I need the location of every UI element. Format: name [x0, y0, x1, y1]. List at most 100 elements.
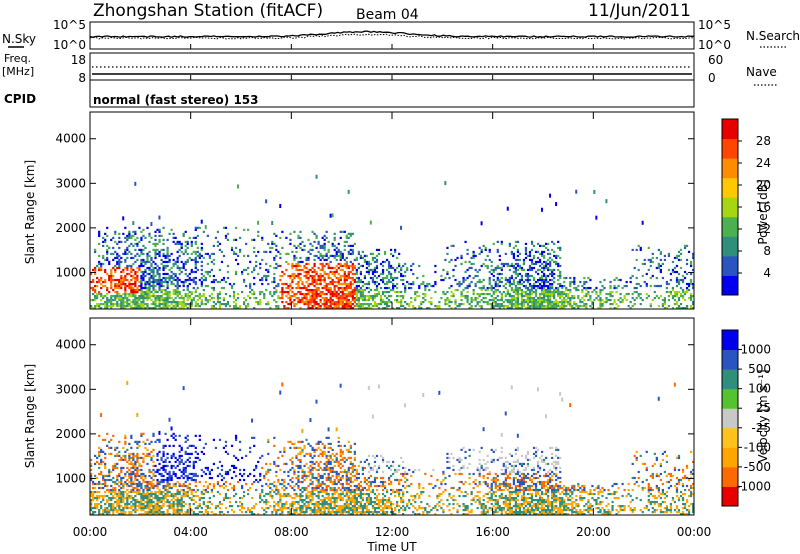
power-cell [152, 280, 155, 284]
power-cell [154, 302, 157, 306]
power-cell [236, 306, 240, 310]
power-cell [317, 306, 320, 310]
velocity-cell [176, 476, 179, 480]
power-cell [331, 242, 334, 246]
power-cell [563, 306, 566, 310]
velocity-cell [208, 496, 211, 500]
power-cell [138, 264, 141, 268]
power-cell [498, 284, 501, 288]
power-cell [303, 274, 306, 278]
power-cell [381, 290, 385, 294]
power-cell [104, 238, 107, 242]
power-cell [134, 288, 137, 292]
power-cell [94, 248, 97, 252]
velocity-cell [261, 484, 264, 488]
power-cell [361, 292, 364, 296]
power-cell [150, 256, 153, 260]
power-cell [573, 302, 576, 306]
power-cell [545, 290, 548, 294]
velocity-cell [174, 474, 177, 478]
power-cell [673, 290, 677, 294]
power-cell [297, 268, 300, 272]
power-cell [130, 292, 133, 296]
velocity-cell [114, 508, 117, 512]
power-cell [307, 256, 310, 260]
power-colorbar-tick-label: 8 [763, 244, 771, 258]
power-cell [329, 260, 332, 264]
power-cell [234, 258, 238, 262]
velocity-cell [180, 448, 183, 452]
power-cell [130, 286, 133, 290]
power-cell [236, 292, 240, 296]
velocity-cell [170, 474, 173, 478]
power-cell [291, 266, 294, 270]
velocity-cell [154, 508, 157, 512]
power-cell [142, 294, 145, 298]
velocity-cell [124, 504, 127, 508]
velocity-cell [249, 510, 252, 514]
power-cell [311, 244, 314, 248]
power-cell [518, 266, 522, 270]
velocity-cell [202, 496, 205, 500]
power-cell [549, 272, 552, 276]
power-cell [299, 300, 302, 304]
power-cell [543, 256, 546, 260]
power-cell [375, 304, 379, 308]
power-cell [249, 284, 252, 288]
power-cell [526, 294, 530, 298]
power-cell [565, 300, 568, 304]
power-cell [345, 296, 348, 300]
velocity-cell [251, 436, 254, 439]
velocity-cell [160, 458, 163, 462]
power-cell [361, 302, 364, 306]
velocity-cell [124, 512, 127, 516]
power-cell [460, 290, 463, 294]
velocity-cell [138, 462, 141, 466]
power-cell [323, 278, 326, 282]
velocity-cell [90, 512, 93, 516]
power-cell [130, 294, 133, 298]
power-cell [591, 290, 594, 294]
velocity-cell [126, 380, 129, 385]
power-cell [673, 294, 677, 298]
power-cell [289, 302, 292, 306]
power-cell [373, 302, 377, 306]
power-cell [504, 282, 507, 286]
power-cell [490, 306, 493, 310]
power-cell [251, 288, 254, 292]
power-cell [108, 278, 111, 282]
power-cell [319, 300, 322, 304]
power-cell [200, 276, 203, 280]
velocity-cell [303, 470, 306, 474]
velocity-cell [234, 456, 238, 460]
power-cell [297, 300, 300, 304]
power-cell [396, 266, 399, 270]
power-cell [299, 290, 302, 294]
power-cell [553, 268, 556, 272]
velocity-cell [200, 496, 203, 500]
velocity-cell [118, 500, 121, 504]
power-cell [228, 304, 232, 308]
power-cell [285, 294, 288, 298]
power-cell [198, 256, 201, 260]
power-cell [293, 256, 296, 260]
velocity-cell [297, 500, 300, 504]
power-cell [349, 260, 352, 264]
velocity-cell [136, 442, 139, 445]
power-cell [615, 306, 618, 310]
power-cell [689, 260, 693, 264]
power-cell [122, 232, 125, 235]
power-cell [446, 298, 449, 302]
power-cell [530, 290, 534, 294]
velocity-cell [98, 496, 101, 500]
power-cell [144, 302, 147, 306]
power-cell [144, 306, 147, 310]
velocity-cell [108, 496, 111, 500]
power-cell [359, 254, 362, 258]
power-cell [543, 298, 546, 302]
velocity-cell [140, 496, 143, 500]
power-cell [194, 236, 197, 239]
power-cell [275, 306, 278, 310]
power-cell [540, 306, 544, 310]
power-cell [323, 304, 326, 308]
